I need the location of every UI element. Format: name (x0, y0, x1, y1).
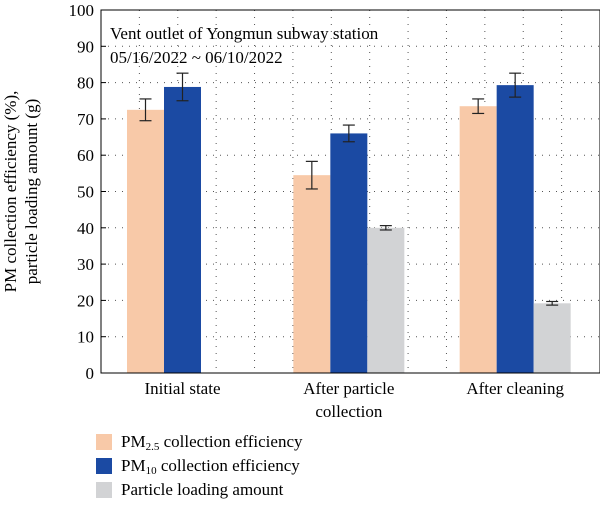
y-tick-label-90: 90 (77, 37, 94, 56)
annotation-location: Vent outlet of Yongmun subway station (110, 24, 379, 43)
x-tick-label-1-line2: collection (315, 402, 383, 421)
legend-item-particle-loading: Particle loading amount (96, 478, 303, 502)
legend-swatch-pm25 (96, 434, 112, 450)
y-tick-label-20: 20 (77, 291, 94, 310)
legend-item-pm25: PM2.5 collection efficiency (96, 430, 303, 454)
legend-label-pm25: PM2.5 collection efficiency (121, 432, 303, 453)
annotation-date-range: 05/16/2022 ~ 06/10/2022 (110, 48, 283, 67)
bar-pm10-2 (496, 85, 534, 374)
y-tick-label-10: 10 (77, 328, 94, 347)
y-tick-label-50: 50 (77, 183, 94, 202)
legend-item-pm10: PM10 collection efficiency (96, 454, 303, 478)
bars (127, 85, 571, 374)
x-tick-labels: Initial state After particle collection Aft… (144, 379, 564, 421)
bar-pm10-1 (330, 133, 368, 373)
x-tick-label-0: Initial state (144, 379, 220, 398)
legend: PM2.5 collection efficiency PM10 collect… (96, 430, 303, 502)
y-tick-label-40: 40 (77, 219, 94, 238)
y-tick-label-100: 100 (69, 1, 95, 20)
bar-pm25-0 (127, 109, 164, 373)
bar-pm10-0 (164, 86, 201, 374)
bar-pm25-2 (459, 106, 497, 373)
x-tick-label-1: After particle (303, 379, 394, 398)
bar-pm25-1 (293, 175, 331, 373)
bar-particle-loading-2 (533, 303, 571, 373)
y-tick-label-30: 30 (77, 255, 94, 274)
legend-label-particle-loading: Particle loading amount (121, 480, 284, 499)
y-tick-label-70: 70 (77, 110, 94, 129)
legend-label-pm10: PM10 collection efficiency (121, 456, 300, 477)
y-tick-label-60: 60 (77, 146, 94, 165)
x-tick-label-2: After cleaning (466, 379, 564, 398)
error-bars (139, 72, 559, 306)
y-tick-label-80: 80 (77, 74, 94, 93)
legend-swatch-particle-loading (96, 482, 112, 498)
legend-swatch-pm10 (96, 458, 112, 474)
y-ticks: 0 10 20 30 40 50 60 70 80 90 100 (69, 1, 106, 383)
y-axis-label-line1: PM collection efficiency (%), (1, 91, 20, 293)
bar-particle-loading-1 (367, 227, 405, 373)
y-tick-label-0: 0 (86, 364, 95, 383)
y-axis-label-line2: particle loading amount (g) (22, 99, 41, 285)
